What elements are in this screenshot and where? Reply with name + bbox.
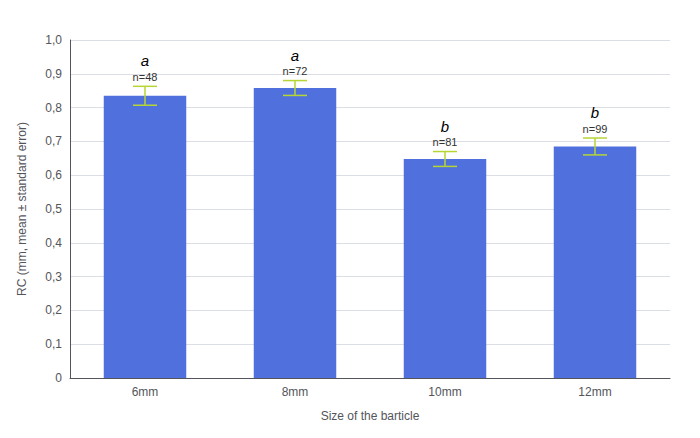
svg-text:0,4: 0,4: [45, 236, 62, 250]
svg-text:0,3: 0,3: [45, 270, 62, 284]
svg-text:Size of the barticle: Size of the barticle: [321, 409, 420, 423]
svg-text:RC (mm, mean ± standard error): RC (mm, mean ± standard error): [15, 122, 29, 296]
svg-text:0,2: 0,2: [45, 303, 62, 317]
svg-text:10mm: 10mm: [428, 385, 461, 399]
svg-text:0,1: 0,1: [45, 337, 62, 351]
svg-text:a: a: [141, 52, 149, 69]
svg-text:b: b: [591, 104, 599, 121]
svg-text:n=72: n=72: [283, 65, 308, 77]
svg-text:0,6: 0,6: [45, 168, 62, 182]
svg-text:a: a: [291, 47, 299, 64]
svg-text:0,9: 0,9: [45, 67, 62, 81]
svg-text:8mm: 8mm: [282, 385, 309, 399]
svg-text:0,7: 0,7: [45, 134, 62, 148]
svg-text:n=81: n=81: [433, 136, 458, 148]
svg-text:12mm: 12mm: [578, 385, 611, 399]
svg-text:0: 0: [55, 371, 62, 385]
svg-text:n=48: n=48: [133, 71, 158, 83]
svg-text:0,5: 0,5: [45, 202, 62, 216]
svg-text:1,0: 1,0: [45, 33, 62, 47]
svg-text:0,8: 0,8: [45, 101, 62, 115]
svg-text:b: b: [441, 118, 449, 135]
svg-text:n=99: n=99: [583, 123, 608, 135]
svg-text:6mm: 6mm: [132, 385, 159, 399]
